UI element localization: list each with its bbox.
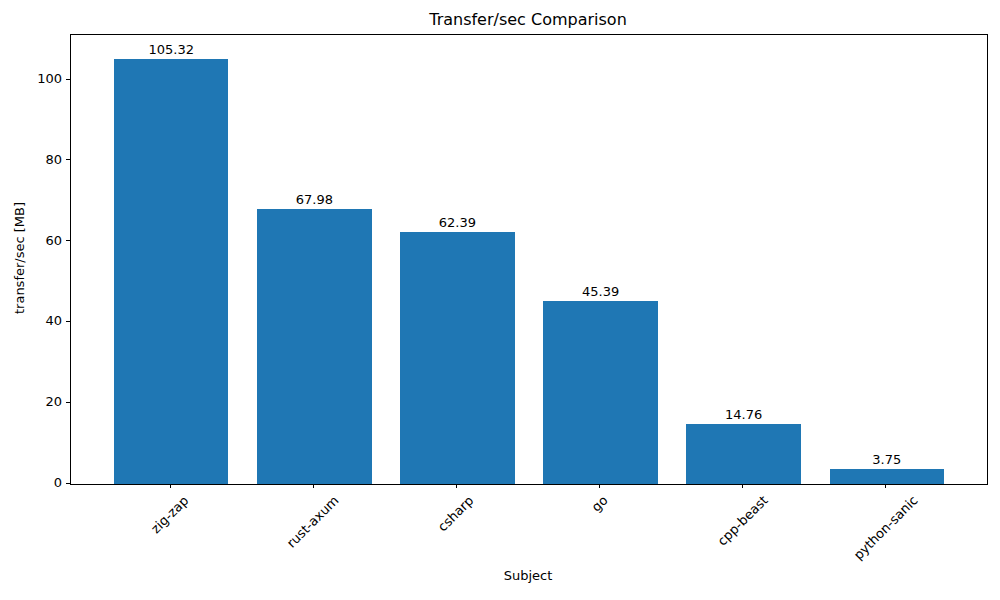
bar-value-label: 3.75 [872,452,901,467]
x-tick-label: zig-zap [148,493,192,537]
bar-value-label: 45.39 [582,284,619,299]
bar-value-label: 14.76 [725,407,762,422]
y-tick-label: 0 [0,475,62,491]
x-tick-mark [313,484,314,488]
x-tick-label: python-sanic [850,493,921,564]
y-tick-mark [66,240,70,241]
bar [543,301,658,484]
bar-value-label: 62.39 [439,215,476,230]
y-tick-label: 20 [0,394,62,410]
plot-area axes-frame: 105.32 67.98 62.39 45.39 14.76 3.75 [70,34,988,485]
x-axis-label: Subject [70,568,986,584]
y-tick-mark [66,483,70,484]
y-tick-mark [66,402,70,403]
bar [257,209,372,484]
y-tick-label: 80 [0,152,62,168]
y-tick-label: 60 [0,233,62,249]
bar [686,424,801,484]
y-tick-label: 40 [0,313,62,329]
x-tick-label: cpp-beast [714,493,771,550]
y-tick-label: 100 [0,71,62,87]
y-tick-mark [66,79,70,80]
bar-chart-figure: Transfer/sec Comparison 105.32 67.98 62.39… [0,0,1000,600]
bar-value-label: 105.32 [148,42,194,57]
bar-value-label: 67.98 [296,192,333,207]
y-axis-label: transfer/sec [MB] [12,202,28,314]
x-tick-mark [599,484,600,488]
x-tick-label: csharp [435,493,477,535]
bar [114,59,229,484]
y-tick-mark [66,159,70,160]
bar [830,469,945,484]
x-tick-mark [885,484,886,488]
y-tick-mark [66,321,70,322]
x-tick-label: rust-axum [284,493,342,551]
x-tick-label: go [588,493,611,516]
x-tick-mark [456,484,457,488]
bar [400,232,515,484]
x-tick-mark [742,484,743,488]
chart-title: Transfer/sec Comparison [70,10,986,29]
x-tick-mark [170,484,171,488]
